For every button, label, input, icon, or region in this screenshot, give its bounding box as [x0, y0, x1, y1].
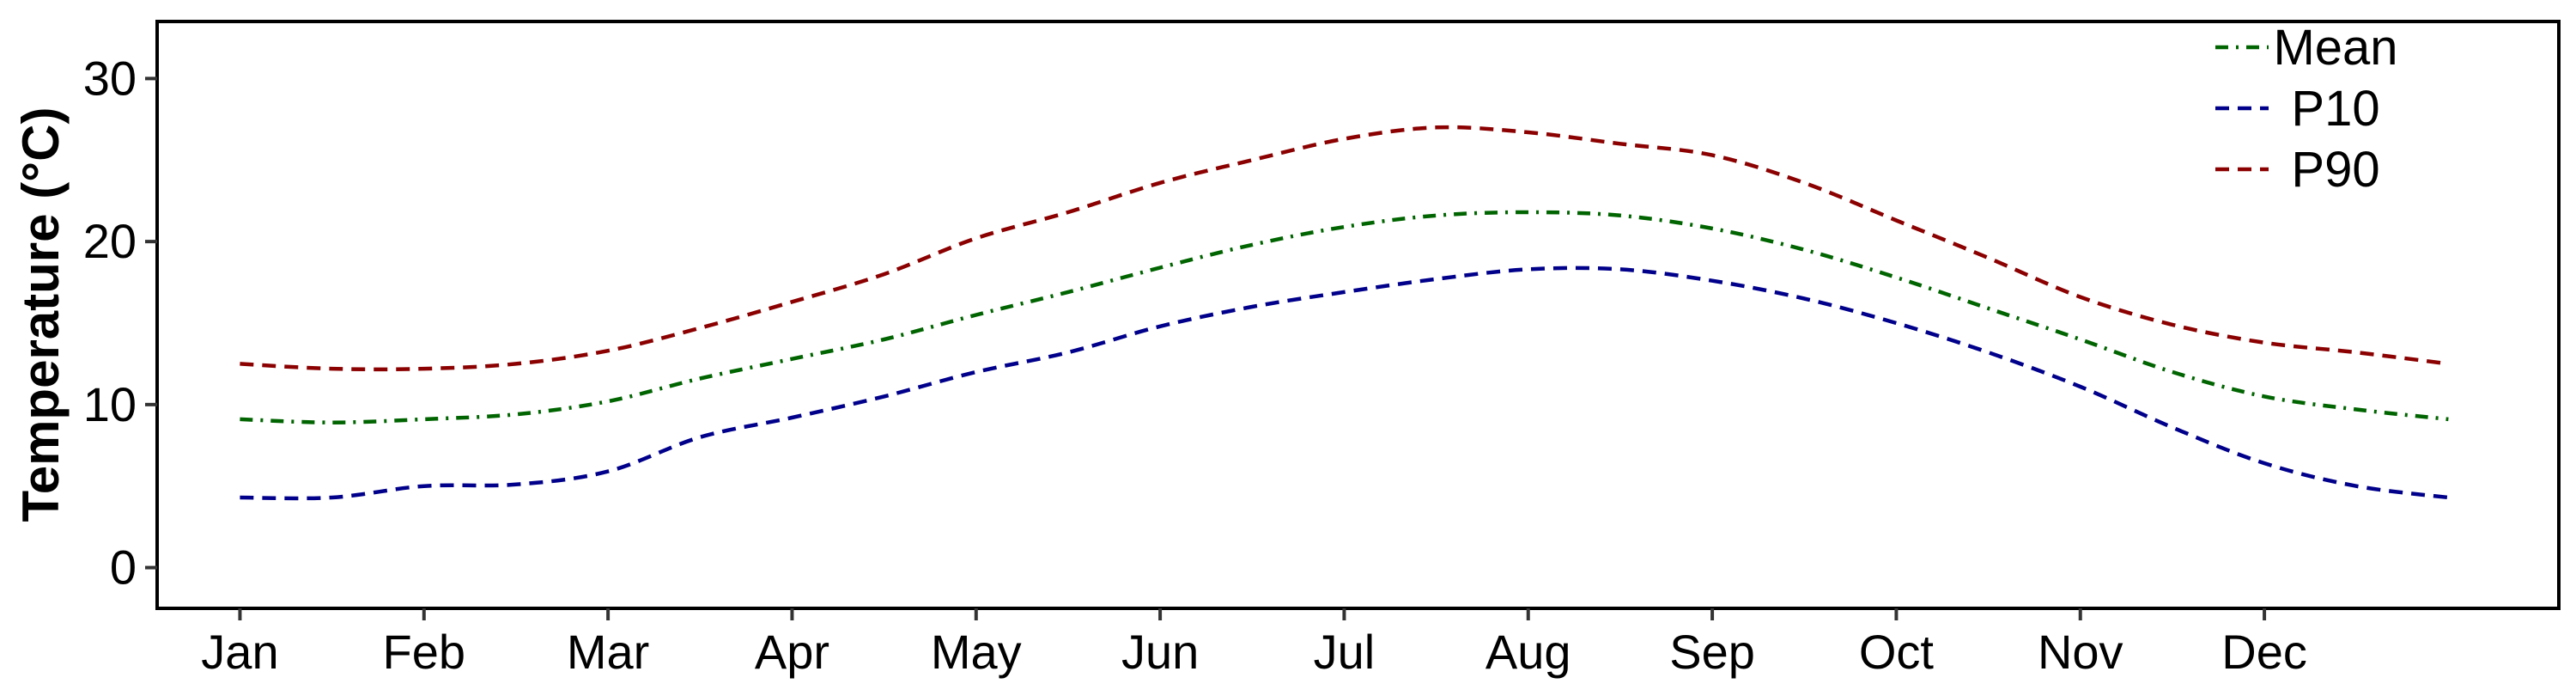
x-tick-label: Mar — [567, 625, 649, 679]
series-layer — [240, 125, 2449, 501]
x-tick-label: Jun — [1121, 625, 1199, 679]
y-tick-label: 30 — [83, 51, 137, 105]
y-axis-title: Temperature (°C) — [12, 107, 70, 522]
y-tick-label: 10 — [83, 377, 137, 431]
x-tick-label: Nov — [2038, 625, 2123, 679]
x-tick-label: Dec — [2221, 625, 2307, 679]
legend-label: P10 — [2291, 81, 2379, 137]
y-tick-label: 0 — [110, 540, 137, 595]
x-tick-label: Sep — [1669, 625, 1755, 679]
legend-item-p10: P10 — [2215, 81, 2380, 137]
y-tick-label: 20 — [83, 214, 137, 268]
legend-label: Mean — [2273, 20, 2397, 76]
x-tick-label: Apr — [755, 625, 829, 679]
x-tick-label: Oct — [1859, 625, 1935, 679]
y-axis: 0 10 20 30 — [83, 51, 157, 595]
legend-item-mean: Mean — [2215, 20, 2398, 76]
x-tick-label: Jul — [1314, 625, 1376, 679]
series-line-p10 — [240, 266, 2449, 501]
x-axis: Jan Feb Mar Apr May Jun Jul Aug Sep Oct Nov Dec — [201, 608, 2307, 679]
x-tick-label: Feb — [383, 625, 466, 679]
x-tick-label: Jan — [201, 625, 278, 679]
x-tick-label: Aug — [1485, 625, 1571, 679]
legend-item-p90: P90 — [2215, 142, 2380, 198]
plot-frame — [155, 20, 2561, 610]
x-tick-label: May — [931, 625, 1022, 679]
series-line-p90 — [240, 125, 2449, 372]
legend-label: P90 — [2291, 142, 2379, 198]
